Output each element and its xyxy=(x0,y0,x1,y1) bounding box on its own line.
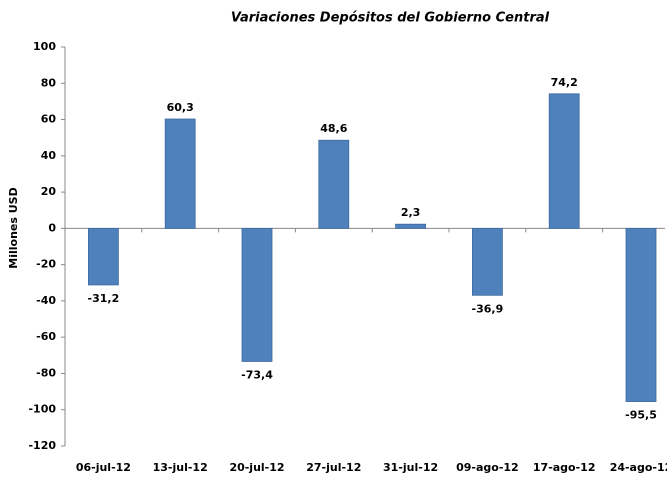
data-label: 48,6 xyxy=(320,122,347,135)
bar xyxy=(318,139,350,229)
y-axis-label: Millones USD xyxy=(7,187,20,268)
y-tick-label: 100 xyxy=(33,40,56,53)
bar xyxy=(241,227,273,362)
data-label: 60,3 xyxy=(167,101,194,114)
y-tick-label: 20 xyxy=(41,185,57,198)
bar xyxy=(625,227,657,402)
data-label: -36,9 xyxy=(472,302,504,315)
y-tick-label: 0 xyxy=(48,221,56,234)
x-tick-label: 31-jul-12 xyxy=(383,461,438,474)
x-tick-label: 24-ago-12 xyxy=(610,461,667,474)
bar xyxy=(548,93,580,229)
x-tick-label: 20-jul-12 xyxy=(229,461,284,474)
x-tick-label: 09-ago-12 xyxy=(456,461,519,474)
x-tick-label: 06-jul-12 xyxy=(76,461,131,474)
y-tick-label: -60 xyxy=(36,330,56,343)
data-label: -73,4 xyxy=(241,368,273,381)
bar xyxy=(164,118,196,229)
y-tick-label: -40 xyxy=(36,294,56,307)
data-label: 2,3 xyxy=(401,206,421,219)
chart-title: Variaciones Depósitos del Gobierno Centr… xyxy=(231,11,550,26)
y-tick-label: -100 xyxy=(28,403,56,416)
x-tick-label: 13-jul-12 xyxy=(153,461,208,474)
data-label: 74,2 xyxy=(551,76,578,89)
y-tick-label: 80 xyxy=(41,76,57,89)
y-tick-label: -20 xyxy=(36,258,56,271)
data-label: -95,5 xyxy=(625,409,657,422)
x-tick-label: 17-ago-12 xyxy=(533,461,596,474)
y-tick-label: -80 xyxy=(36,366,56,379)
x-tick-label: 27-jul-12 xyxy=(306,461,361,474)
bar xyxy=(395,223,427,229)
data-label: -31,2 xyxy=(88,292,120,305)
bar xyxy=(88,227,119,286)
y-tick-label: -120 xyxy=(28,439,56,452)
bar xyxy=(471,227,503,296)
y-tick-label: 60 xyxy=(41,113,57,126)
y-tick-label: 40 xyxy=(41,149,57,162)
